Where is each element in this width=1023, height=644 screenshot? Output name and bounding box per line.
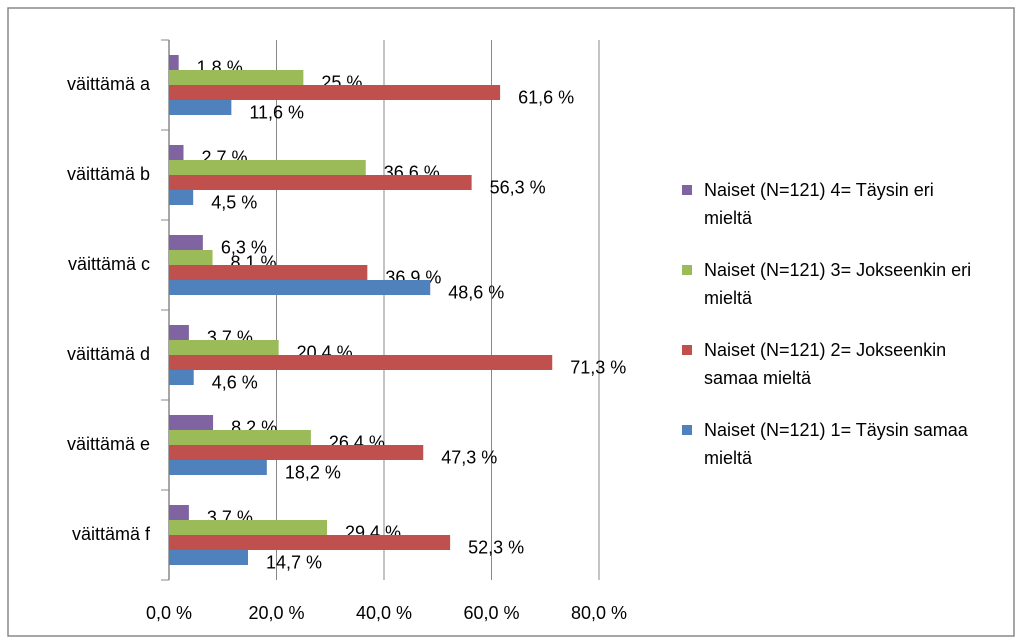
bar [169, 235, 203, 250]
y-tick-label: väittämä a [67, 74, 151, 94]
x-tick-label: 60,0 % [463, 603, 519, 623]
bar [169, 355, 553, 370]
legend-item: Naiset (N=121) 1= Täysin samaa mieltä [680, 416, 980, 472]
value-label: 4,6 % [212, 372, 258, 392]
value-label: 52,3 % [468, 537, 524, 557]
bar [169, 70, 304, 85]
bar [169, 370, 194, 385]
value-label: 18,2 % [285, 462, 341, 482]
y-tick-label: väittämä f [72, 524, 151, 544]
x-tick-label: 20,0 % [248, 603, 304, 623]
value-label: 14,7 % [266, 552, 322, 572]
value-label: 4,5 % [211, 192, 257, 212]
x-tick-label: 80,0 % [571, 603, 627, 623]
bar [169, 85, 501, 100]
bar [169, 100, 232, 115]
value-label: 6,3 % [221, 237, 267, 257]
bar [169, 265, 368, 280]
y-tick-label: väittämä c [68, 254, 150, 274]
bar [169, 190, 194, 205]
value-label: 48,6 % [448, 282, 504, 302]
bar [169, 445, 424, 460]
y-tick-label: väittämä b [67, 164, 150, 184]
legend-label: Naiset (N=121) 2= Jokseenkin samaa mielt… [704, 340, 947, 388]
bar [169, 280, 431, 295]
bar [169, 535, 451, 550]
bar [169, 505, 189, 520]
bar [169, 325, 189, 340]
bar [169, 250, 213, 265]
value-label: 47,3 % [441, 447, 497, 467]
value-label: 61,6 % [518, 87, 574, 107]
y-tick-label: väittämä e [67, 434, 150, 454]
bar [169, 55, 179, 70]
legend-swatch [682, 425, 692, 435]
bar [169, 460, 267, 475]
legend-item: Naiset (N=121) 2= Jokseenkin samaa mielt… [680, 336, 980, 392]
legend-swatch [682, 265, 692, 275]
value-label: 71,3 % [570, 357, 626, 377]
legend-item: Naiset (N=121) 3= Jokseenkin eri mieltä [680, 256, 980, 312]
legend-label: Naiset (N=121) 3= Jokseenkin eri mieltä [704, 260, 972, 308]
value-label: 56,3 % [490, 177, 546, 197]
legend-swatch [682, 345, 692, 355]
value-label: 11,6 % [249, 102, 304, 122]
bar [169, 340, 279, 355]
bar [169, 415, 214, 430]
legend-label: Naiset (N=121) 4= Täysin eri mieltä [704, 180, 934, 228]
y-tick-label: väittämä d [67, 344, 150, 364]
x-tick-label: 0,0 % [146, 603, 192, 623]
legend-swatch [682, 185, 692, 195]
legend-label: Naiset (N=121) 1= Täysin samaa mieltä [704, 420, 968, 468]
x-tick-label: 40,0 % [356, 603, 412, 623]
legend-item: Naiset (N=121) 4= Täysin eri mieltä [680, 176, 980, 232]
bar [169, 520, 328, 535]
bar [169, 175, 472, 190]
bar [169, 160, 366, 175]
legend: Naiset (N=121) 4= Täysin eri mieltä Naise… [680, 176, 980, 496]
bar [169, 430, 311, 445]
bar [169, 145, 184, 160]
bar [169, 550, 249, 565]
